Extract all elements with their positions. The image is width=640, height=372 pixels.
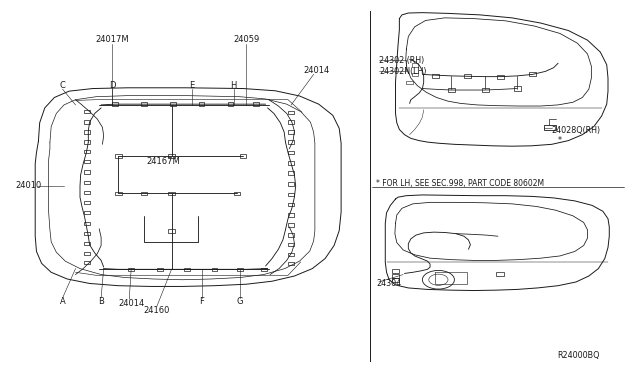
Text: 24302 (RH): 24302 (RH) <box>379 56 424 65</box>
Bar <box>288 203 294 206</box>
Bar <box>529 72 536 76</box>
Bar <box>115 192 122 195</box>
Bar <box>288 110 294 114</box>
Bar <box>392 269 399 273</box>
Bar <box>141 192 147 195</box>
Bar <box>168 154 175 158</box>
Bar <box>113 102 118 106</box>
Bar <box>288 243 294 246</box>
Bar <box>288 171 294 174</box>
Bar <box>234 192 240 195</box>
Bar <box>170 102 175 106</box>
Bar <box>412 63 418 67</box>
Bar <box>288 223 294 227</box>
Bar <box>514 86 521 90</box>
Text: 24302N(LH): 24302N(LH) <box>379 67 426 76</box>
Text: 24014: 24014 <box>303 66 330 75</box>
Bar <box>448 88 455 92</box>
Text: 24014: 24014 <box>118 299 145 308</box>
Bar <box>288 130 294 134</box>
Text: 24017M: 24017M <box>95 35 129 44</box>
Text: *: * <box>558 136 562 145</box>
Text: C: C <box>60 81 66 90</box>
Bar <box>211 268 218 271</box>
Bar <box>237 268 243 271</box>
Bar <box>184 268 189 271</box>
Bar <box>84 140 90 144</box>
Text: G: G <box>237 297 243 306</box>
Bar <box>288 161 294 164</box>
Bar <box>288 253 294 256</box>
Bar <box>228 102 233 106</box>
Text: 24010: 24010 <box>15 182 42 190</box>
Bar <box>84 191 90 194</box>
Bar <box>84 180 90 184</box>
Bar <box>288 182 294 186</box>
Text: H: H <box>230 81 237 90</box>
Bar <box>392 278 399 282</box>
Bar <box>84 170 90 173</box>
Bar <box>84 232 90 235</box>
Bar <box>128 268 134 271</box>
Bar <box>84 242 90 246</box>
Bar <box>288 120 294 124</box>
Bar <box>412 73 418 76</box>
Text: A: A <box>60 297 65 306</box>
Bar <box>288 262 294 265</box>
Text: R24000BQ: R24000BQ <box>557 351 599 360</box>
Bar <box>261 268 266 271</box>
Bar <box>497 74 504 78</box>
Text: 24028Q(RH): 24028Q(RH) <box>552 126 601 135</box>
Bar <box>406 81 413 84</box>
Bar <box>463 74 471 78</box>
Text: 24160: 24160 <box>143 306 170 315</box>
Text: D: D <box>109 81 115 90</box>
Bar <box>84 252 90 255</box>
Bar <box>84 130 90 134</box>
Bar <box>240 154 246 158</box>
Bar <box>84 260 90 264</box>
Bar <box>544 125 556 130</box>
Bar <box>288 151 294 154</box>
Bar <box>288 140 294 144</box>
Text: 24167M: 24167M <box>147 157 180 166</box>
Bar <box>84 201 90 204</box>
Bar <box>392 274 399 278</box>
Text: 24059: 24059 <box>233 35 260 44</box>
Text: F: F <box>199 297 204 306</box>
Bar <box>288 234 294 237</box>
Bar <box>253 102 259 106</box>
Bar <box>482 88 489 92</box>
Bar <box>84 221 90 225</box>
Text: B: B <box>98 297 104 306</box>
Text: E: E <box>189 81 195 90</box>
Bar <box>288 213 294 217</box>
Bar <box>432 74 439 78</box>
Bar <box>84 211 90 214</box>
Bar <box>141 102 147 106</box>
Bar <box>84 150 90 153</box>
Bar <box>198 102 205 106</box>
Bar <box>168 229 175 232</box>
Bar <box>496 272 504 276</box>
Bar <box>168 192 175 195</box>
Bar <box>288 193 294 196</box>
Bar <box>84 160 90 164</box>
Bar <box>84 120 90 124</box>
Bar <box>115 154 122 158</box>
Bar <box>157 268 163 271</box>
Text: 24304: 24304 <box>376 279 401 288</box>
Bar <box>84 110 90 113</box>
Text: * FOR LH, SEE SEC.998, PART CODE 80602M: * FOR LH, SEE SEC.998, PART CODE 80602M <box>376 179 545 187</box>
